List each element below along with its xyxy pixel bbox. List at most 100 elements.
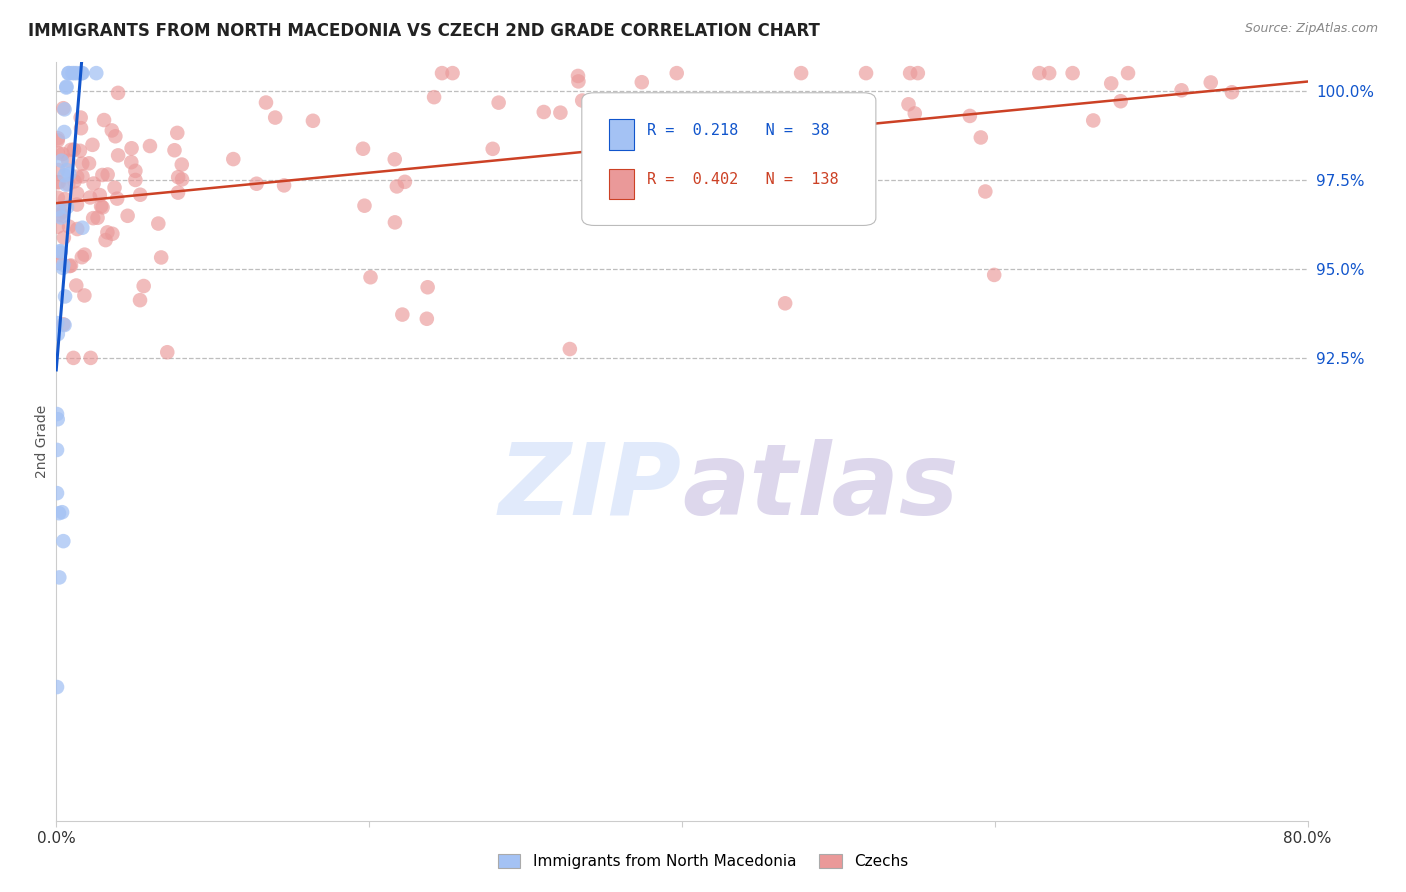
Y-axis label: 2nd Grade: 2nd Grade — [35, 405, 49, 478]
Point — [52, 204, 75, 219]
Point — [79, 351, 101, 365]
Point — [974, 185, 997, 199]
Point — [93, 113, 115, 128]
Point — [132, 279, 155, 293]
Point — [107, 148, 129, 162]
Point — [120, 155, 142, 169]
Point — [46, 133, 69, 147]
Point — [72, 156, 94, 170]
Point — [59, 143, 82, 157]
Point — [430, 66, 453, 80]
Point — [86, 211, 108, 225]
Point — [302, 113, 325, 128]
Point — [353, 199, 375, 213]
Point — [385, 179, 408, 194]
Point — [58, 167, 80, 181]
Text: Source: ZipAtlas.com: Source: ZipAtlas.com — [1244, 22, 1378, 36]
Point — [163, 143, 186, 157]
Point — [416, 311, 439, 326]
Text: ZIP: ZIP — [499, 439, 682, 535]
Point — [170, 157, 193, 171]
Point — [58, 66, 80, 80]
Point — [384, 215, 406, 229]
Point — [970, 130, 993, 145]
Point — [245, 177, 267, 191]
Point — [72, 66, 94, 80]
Bar — [609, 169, 634, 199]
Point — [391, 308, 413, 322]
Point — [273, 178, 295, 193]
Point — [904, 106, 927, 120]
Point — [58, 66, 80, 80]
Point — [48, 244, 70, 259]
Point — [72, 220, 94, 235]
Point — [52, 318, 75, 332]
Point — [60, 66, 83, 80]
Point — [63, 66, 86, 80]
Point — [66, 66, 89, 80]
Point — [77, 156, 100, 170]
Point — [83, 177, 105, 191]
Point — [94, 233, 117, 247]
Point — [53, 103, 76, 117]
Point — [1083, 113, 1105, 128]
Point — [46, 680, 69, 694]
Point — [52, 147, 75, 161]
Point — [52, 101, 75, 115]
Point — [898, 66, 921, 80]
Point — [384, 153, 406, 167]
Point — [49, 246, 72, 260]
Point — [46, 412, 69, 426]
Point — [773, 296, 796, 310]
Point — [659, 194, 682, 209]
Point — [53, 125, 76, 139]
Point — [101, 227, 124, 241]
Text: R =  0.402   N =  138: R = 0.402 N = 138 — [647, 172, 838, 187]
Point — [897, 97, 920, 112]
Point — [571, 94, 593, 108]
Point — [96, 226, 118, 240]
Point — [673, 139, 696, 153]
Point — [53, 289, 76, 303]
Point — [264, 111, 287, 125]
Point — [567, 69, 589, 83]
Point — [53, 192, 76, 206]
Point — [129, 187, 152, 202]
Point — [82, 137, 104, 152]
Point — [49, 244, 72, 259]
Point — [69, 144, 91, 158]
Point — [1116, 66, 1139, 80]
Point — [59, 259, 82, 273]
Point — [46, 407, 69, 421]
Point — [65, 278, 87, 293]
Point — [48, 506, 70, 520]
Point — [1170, 83, 1192, 97]
Point — [107, 86, 129, 100]
Point — [52, 258, 75, 272]
Point — [567, 74, 589, 88]
Point — [1062, 66, 1084, 80]
Point — [103, 180, 125, 194]
Point — [607, 148, 630, 162]
Point — [394, 175, 416, 189]
Point — [46, 256, 69, 270]
Point — [46, 146, 69, 161]
Point — [51, 209, 73, 223]
Point — [550, 105, 572, 120]
Point — [46, 175, 69, 189]
Point — [97, 168, 120, 182]
Point — [352, 142, 374, 156]
Point — [56, 163, 79, 178]
Point — [72, 169, 94, 184]
Point — [983, 268, 1005, 282]
Point — [66, 197, 89, 211]
Point — [51, 505, 73, 519]
Point — [46, 327, 69, 342]
Point — [52, 534, 75, 549]
Point — [90, 199, 112, 213]
Point — [70, 121, 93, 136]
Point — [150, 251, 173, 265]
Point — [56, 153, 79, 168]
Point — [48, 208, 70, 222]
Point — [488, 95, 510, 110]
